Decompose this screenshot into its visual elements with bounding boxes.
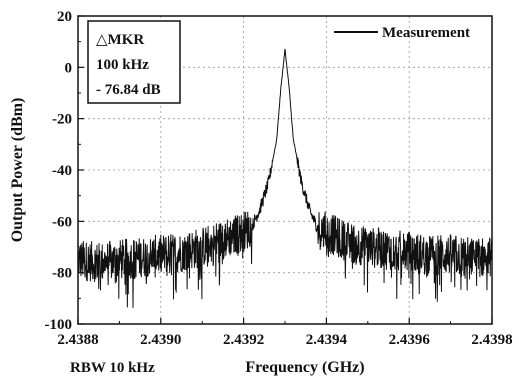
legend: Measurement — [334, 25, 470, 41]
marker-box: △MKR 100 kHz - 76.84 dB — [87, 20, 181, 104]
y-tick-label: -80 — [52, 266, 72, 282]
measurement-line — [77, 48, 493, 308]
x-axis-label: Frequency (GHz) — [245, 359, 364, 376]
y-tick-label: -60 — [52, 214, 72, 230]
y-axis-label: Output Power (dBm) — [9, 98, 26, 243]
x-tick-label: 2.4396 — [389, 332, 431, 348]
y-tick-label: -100 — [45, 317, 73, 333]
measurement-series — [77, 48, 493, 308]
x-tick-label: 2.4394 — [306, 332, 348, 348]
y-tick-label: -40 — [52, 163, 72, 179]
marker-box-frame — [87, 20, 181, 104]
rbw-footnote: RBW 10 kHz — [70, 360, 155, 376]
y-tick-label: 0 — [65, 60, 73, 76]
y-tick-labels: 20 0 -20 -40 -60 -80 -100 — [45, 9, 73, 333]
legend-label-measurement: Measurement — [382, 25, 470, 41]
x-tick-labels: 2.4388 2.4390 2.4392 2.4394 2.4396 2.4398 — [57, 332, 512, 348]
marker-level: - 76.84 dB — [96, 82, 161, 98]
axis-ticks — [77, 15, 493, 325]
x-tick-label: 2.4388 — [57, 332, 98, 348]
y-tick-label: -20 — [52, 112, 72, 128]
y-tick-label: 20 — [57, 9, 72, 25]
marker-title: △MKR — [96, 32, 144, 48]
marker-frequency: 100 kHz — [96, 57, 149, 73]
x-tick-label: 2.4398 — [471, 332, 512, 348]
x-tick-label: 2.4392 — [223, 332, 264, 348]
x-tick-label: 2.4390 — [140, 332, 181, 348]
